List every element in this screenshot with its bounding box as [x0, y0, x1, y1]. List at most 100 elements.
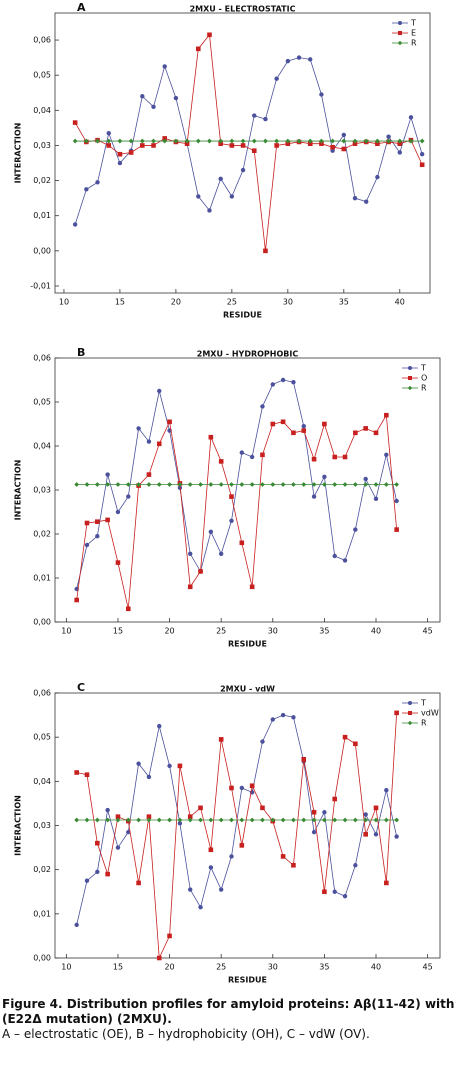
x-tick-label: 45 [423, 963, 433, 972]
y-tick-label: 0,04 [33, 777, 51, 786]
data-point [151, 143, 156, 148]
data-point [208, 865, 214, 870]
data-point [352, 138, 358, 144]
data-point [74, 770, 79, 775]
plot-area [54, 692, 441, 959]
data-point [173, 95, 179, 101]
data-point [95, 840, 100, 846]
data-point [95, 869, 100, 875]
data-point [139, 138, 145, 144]
y-tick-label: 0,01 [33, 211, 51, 220]
data-point [136, 482, 142, 487]
data-point [173, 138, 179, 144]
data-point [218, 482, 224, 487]
legend-marker [408, 376, 412, 380]
data-point [146, 439, 152, 444]
data-point [260, 739, 265, 744]
data-point [208, 817, 214, 823]
data-point [342, 558, 348, 563]
data-point [408, 138, 414, 144]
caption: Figure 4. Distribution profiles for amyl… [2, 997, 468, 1042]
data-point [84, 817, 90, 823]
y-tick-label: 0,00 [33, 246, 51, 255]
data-point [291, 715, 296, 720]
x-tick-label: 15 [113, 963, 123, 972]
data-point [218, 141, 223, 146]
chart-title: 2MXU - vdW [220, 685, 275, 694]
data-point [157, 388, 162, 394]
data-point [280, 712, 286, 718]
data-point [252, 113, 257, 118]
data-point [105, 871, 110, 877]
data-point [270, 717, 275, 722]
data-point [373, 496, 379, 501]
data-point [208, 847, 214, 853]
data-point [95, 519, 100, 524]
data-point [397, 150, 402, 155]
data-point [280, 419, 286, 425]
data-point [218, 887, 224, 892]
data-point [373, 430, 379, 436]
chart-title: 2MXU - HYDROPHOBIC [197, 350, 299, 359]
y-tick-label: 0,04 [33, 106, 51, 115]
data-point [156, 441, 162, 447]
data-point [156, 817, 162, 823]
data-point [363, 812, 368, 817]
data-point [352, 141, 358, 146]
series-line [76, 413, 398, 609]
data-point [72, 138, 78, 144]
data-point [330, 138, 336, 144]
data-point [156, 482, 162, 487]
data-point [177, 482, 183, 487]
data-point [105, 482, 111, 487]
y-axis-label: INTERACTION [14, 795, 23, 856]
x-tick-label: 20 [171, 298, 181, 307]
data-point [353, 863, 358, 868]
x-tick-label: 35 [319, 963, 329, 972]
y-axis-label: INTERACTION [14, 123, 23, 184]
data-point [384, 787, 389, 793]
data-point [373, 805, 379, 811]
data-point [296, 138, 302, 144]
data-point [140, 94, 145, 99]
data-point [128, 138, 134, 144]
data-point [105, 807, 110, 813]
data-point [274, 76, 279, 81]
data-point [167, 933, 172, 939]
data-point [353, 430, 358, 436]
data-point [229, 854, 234, 859]
x-axis-label: RESIDUE [228, 640, 267, 649]
data-point [126, 829, 131, 835]
x-tick-label: 20 [164, 627, 174, 636]
data-point [74, 482, 80, 487]
figure: A 2MXU - ELECTROSTATIC RESIDUE INTERACTION -… [14, 1, 441, 985]
data-point [157, 723, 162, 729]
x-axis-label: RESIDUE [223, 311, 262, 320]
data-point [394, 710, 399, 716]
data-point [84, 482, 90, 487]
data-point [332, 454, 338, 460]
data-point [218, 176, 223, 182]
data-point [342, 893, 348, 899]
data-point [330, 144, 335, 150]
data-point [151, 104, 156, 110]
data-point [239, 450, 245, 455]
data-point [207, 32, 212, 38]
data-point [115, 845, 121, 850]
data-point [218, 459, 224, 464]
x-tick-label: 35 [319, 627, 329, 636]
data-point [125, 817, 131, 823]
data-point [106, 130, 111, 136]
data-point [301, 428, 307, 433]
data-point [72, 120, 78, 125]
data-point [260, 805, 265, 811]
data-point [419, 152, 425, 157]
data-point [128, 150, 134, 155]
data-point [307, 141, 313, 146]
data-point [115, 509, 121, 515]
data-point [229, 194, 235, 199]
y-axis-label: INTERACTION [14, 460, 23, 521]
legend-label: R [421, 384, 427, 393]
data-point [319, 141, 324, 146]
data-point [291, 380, 296, 385]
